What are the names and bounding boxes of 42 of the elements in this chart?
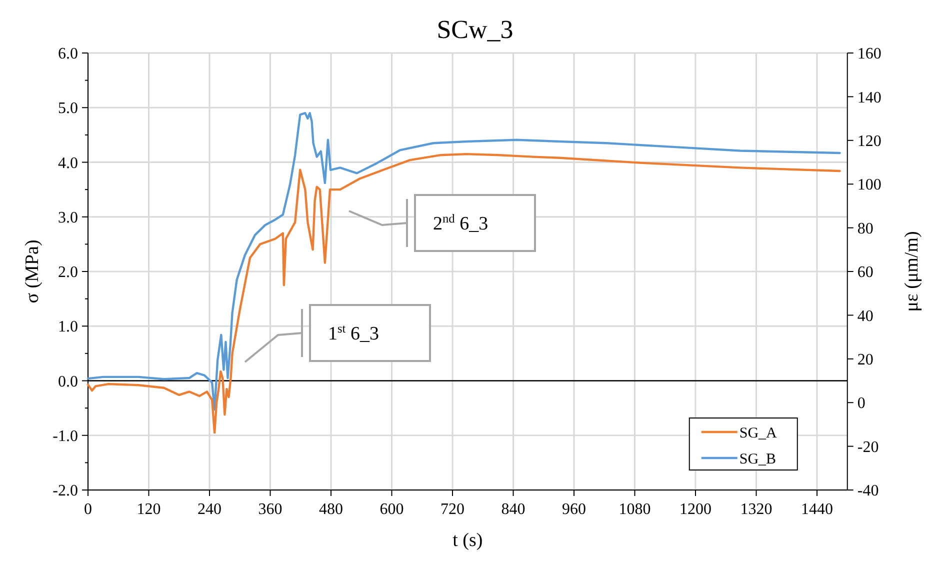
y2-tick-label: -40 [857, 482, 879, 500]
x-tick-label: 720 [440, 501, 464, 518]
x-tick-label: 840 [501, 501, 526, 518]
line-series [86, 112, 841, 411]
y2-tick-label: 20 [857, 352, 874, 368]
x-tick-label: 1320 [740, 501, 772, 518]
annotation: 1$^{st}$ 6_3 [328, 322, 379, 345]
x-tick-label: 120 [136, 501, 161, 518]
y-tick-label: -1.0 [52, 428, 78, 445]
x-tick-label: 1200 [680, 501, 712, 518]
y-tick-label: 2.0 [58, 264, 78, 282]
x-tick-label: 1440 [801, 501, 833, 518]
y-tick-label: 0.0 [58, 373, 78, 390]
y-tick-label: 1.0 [58, 318, 78, 336]
y2-tick-label: -20 [857, 438, 879, 456]
y2-tick-label: 40 [857, 308, 874, 325]
y2-tick-label: 0 [857, 395, 866, 412]
y-tick-label: 3.0 [58, 209, 78, 226]
legend-label: SG_B [739, 451, 776, 468]
x-axis-title: t (s) [452, 530, 483, 551]
y2-tick-label: 120 [857, 133, 882, 150]
y2-tick-label: 80 [857, 220, 874, 238]
y2-tick-label: 140 [857, 89, 882, 106]
legend-label: SG_A [739, 425, 778, 442]
x-tick-label: 240 [198, 501, 222, 518]
y-tick-label: 5.0 [58, 100, 78, 118]
y2-tick-label: 160 [857, 46, 882, 63]
y-tick-label: -2.0 [52, 482, 78, 500]
x-tick-label: 1080 [618, 501, 651, 518]
y2-tick-label: 100 [857, 176, 882, 194]
annotation: 2$^{nd}$ 6_3 [433, 212, 488, 235]
x-tick-label: 480 [319, 501, 343, 518]
y-axis-title: σ (MPa) [22, 240, 43, 304]
chart-title: SCw_3 [436, 15, 514, 44]
x-tick-label: 600 [380, 501, 404, 518]
x-tick-label: 0 [84, 501, 92, 518]
y-tick-label: 6.0 [58, 46, 78, 63]
y-tick-label: 4.0 [58, 154, 78, 172]
x-tick-label: 960 [562, 501, 586, 518]
x-tick-label: 360 [258, 501, 282, 518]
y2-axis-title: με (μm/m) [901, 231, 922, 312]
y2-tick-label: 60 [857, 264, 874, 282]
